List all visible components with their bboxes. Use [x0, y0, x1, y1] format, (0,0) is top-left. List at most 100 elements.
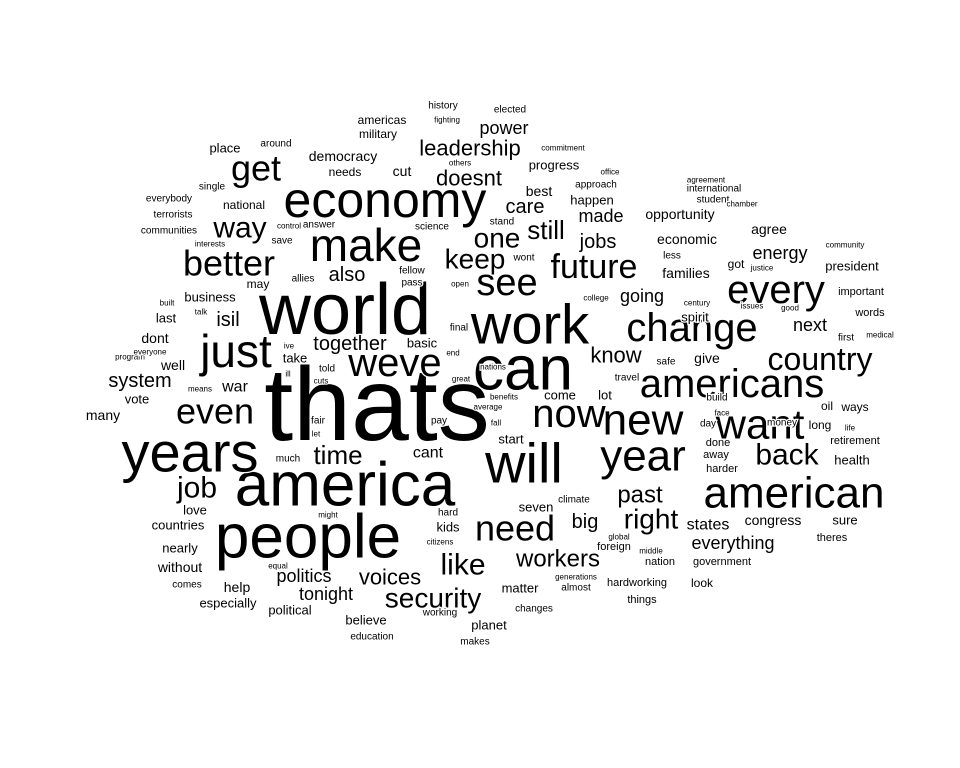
cloud-word-give: give: [694, 350, 720, 366]
cloud-word-save: save: [271, 236, 293, 247]
cloud-word-new: new: [603, 396, 684, 445]
cloud-word-love: love: [183, 503, 207, 518]
cloud-word-even: even: [176, 391, 254, 432]
cloud-word-leadership: leadership: [419, 136, 521, 161]
cloud-word-want: want: [715, 401, 805, 448]
cloud-word-first: first: [838, 333, 854, 344]
cloud-word-know: know: [590, 343, 641, 368]
cloud-word-almost: almost: [561, 583, 591, 594]
cloud-word-education: education: [350, 632, 393, 643]
cloud-word-important: important: [838, 286, 884, 298]
cloud-word-office: office: [601, 168, 621, 177]
cloud-word-war: war: [221, 379, 248, 396]
cloud-word-spirit: spirit: [681, 310, 709, 325]
cloud-word-well: well: [160, 357, 185, 373]
cloud-word-got: got: [728, 257, 745, 271]
cloud-word-retirement: retirement: [830, 435, 880, 447]
cloud-word-words: words: [854, 307, 885, 319]
cloud-word-agreement: agreement: [687, 176, 726, 185]
cloud-word-communities: communities: [141, 226, 197, 237]
cloud-word-believe: believe: [345, 613, 386, 628]
cloud-word-take: take: [283, 351, 308, 366]
cloud-word-politics: politics: [276, 566, 331, 586]
cloud-word-chamber: chamber: [726, 200, 757, 209]
cloud-word-big: big: [572, 511, 599, 533]
cloud-word-can: can: [473, 335, 573, 404]
cloud-word-around: around: [260, 139, 291, 150]
cloud-word-make: make: [310, 219, 422, 271]
cloud-word-voices: voices: [359, 565, 421, 590]
cloud-word-terrorists: terrorists: [154, 210, 193, 221]
cloud-word-everyone: everyone: [134, 348, 167, 357]
cloud-word-going: going: [620, 286, 664, 306]
cloud-word-international: international: [687, 184, 741, 195]
cloud-word-final: final: [450, 323, 468, 334]
cloud-word-people: people: [215, 503, 401, 572]
cloud-word-done: done: [706, 437, 730, 449]
cloud-word-made: made: [578, 206, 623, 226]
cloud-word-open: open: [451, 280, 469, 289]
cloud-word-fighting: fighting: [434, 116, 460, 125]
cloud-word-military: military: [359, 127, 397, 141]
cloud-word-progress: progress: [529, 158, 580, 173]
cloud-word-last: last: [156, 311, 177, 326]
cloud-word-back: back: [755, 439, 819, 472]
cloud-word-elected: elected: [494, 105, 526, 116]
cloud-word-face: face: [714, 409, 730, 418]
cloud-word-safe: safe: [657, 357, 676, 368]
cloud-word-now: now: [532, 392, 605, 436]
cloud-word-year: year: [600, 432, 686, 481]
cloud-word-hard: hard: [438, 508, 458, 519]
cloud-word-allies: allies: [292, 274, 315, 285]
cloud-word-look: look: [691, 576, 714, 590]
cloud-word-americans: americans: [640, 362, 825, 406]
cloud-word-commitment: commitment: [541, 144, 585, 153]
cloud-word-states: states: [687, 517, 730, 534]
cloud-word-years: years: [122, 421, 259, 484]
cloud-word-political: political: [268, 603, 311, 618]
cloud-word-jobs: jobs: [579, 231, 617, 253]
cloud-word-medical: medical: [866, 331, 894, 340]
cloud-word-every: every: [727, 268, 825, 312]
cloud-word-doesnt: doesnt: [436, 166, 502, 191]
cloud-word-science: science: [415, 222, 449, 233]
cloud-word-climate: climate: [558, 495, 590, 506]
cloud-word-told: told: [319, 364, 335, 375]
cloud-word-dont: dont: [141, 330, 168, 346]
cloud-word-cuts: cuts: [314, 377, 329, 386]
cloud-word-country: country: [768, 341, 873, 377]
cloud-word-justice: justice: [750, 264, 774, 273]
cloud-word-energy: energy: [752, 243, 807, 263]
cloud-word-citizens: citizens: [427, 538, 454, 547]
cloud-word-nation: nation: [645, 556, 675, 568]
cloud-word-end: end: [446, 349, 459, 358]
cloud-word-pass: pass: [401, 278, 422, 289]
cloud-word-future: future: [551, 248, 638, 286]
cloud-word-americas: americas: [358, 113, 407, 127]
cloud-word-time: time: [313, 440, 362, 470]
cloud-word-change: change: [626, 306, 757, 350]
cloud-word-harder: harder: [706, 463, 738, 475]
cloud-word-might: might: [318, 511, 338, 520]
cloud-word-economy: economy: [284, 172, 487, 228]
cloud-word-pay: pay: [431, 416, 447, 427]
cloud-word-means: means: [188, 385, 212, 394]
cloud-word-job: job: [176, 472, 217, 505]
cloud-word-talk: talk: [195, 308, 208, 317]
cloud-word-also: also: [329, 264, 366, 286]
cloud-word-interests: interests: [195, 240, 225, 249]
cloud-word-good: good: [781, 304, 799, 313]
cloud-word-one: one: [474, 223, 521, 254]
cloud-word-long: long: [809, 418, 832, 432]
cloud-word-democracy: democracy: [309, 148, 377, 164]
cloud-word-less: less: [663, 251, 681, 262]
cloud-word-working: working: [422, 608, 457, 619]
cloud-word-wont: wont: [512, 253, 534, 264]
cloud-word-system: system: [108, 370, 171, 392]
cloud-word-global: global: [608, 533, 630, 542]
cloud-word-great: great: [452, 375, 471, 384]
cloud-word-business: business: [184, 290, 236, 305]
cloud-word-work: work: [470, 293, 590, 356]
cloud-word-opportunity: opportunity: [645, 206, 714, 222]
cloud-word-happen: happen: [570, 193, 613, 208]
